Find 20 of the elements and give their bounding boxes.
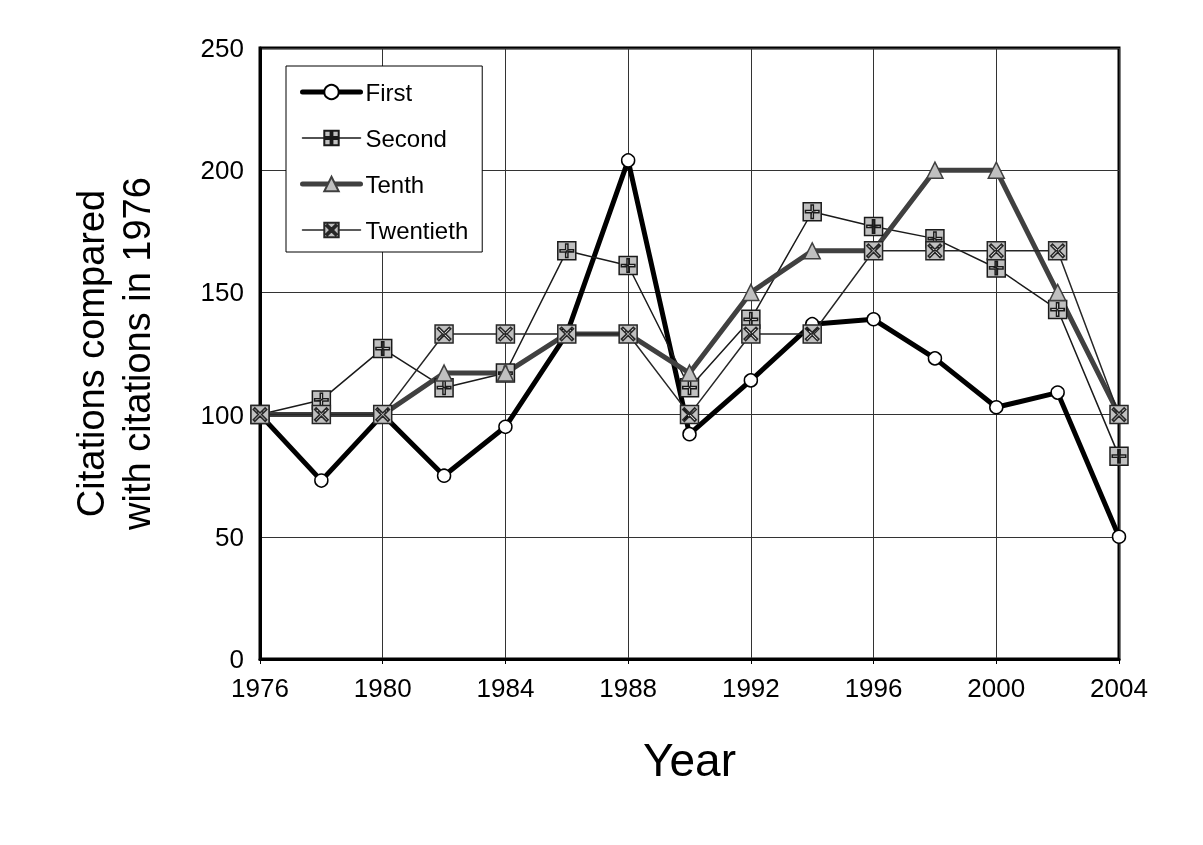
legend-label: Tenth	[365, 170, 425, 198]
x-tick-label: 1976	[231, 673, 289, 703]
x-tick-label: 2000	[967, 673, 1026, 703]
y-tick-label: 50	[215, 521, 244, 552]
y-axis-title: Citations compared with citations in 1976	[70, 177, 158, 531]
y-tick-label: 250	[200, 33, 244, 63]
x-tick-label: 2004	[1090, 673, 1148, 703]
x-tick-label: 1992	[721, 673, 780, 703]
y-tick-label: 100	[200, 399, 244, 430]
y-tick-label: 150	[200, 277, 244, 308]
x-tick-label: 1984	[476, 673, 535, 703]
y-tick-label: 0	[229, 644, 244, 674]
x-tick-label: 1996	[844, 673, 903, 703]
legend-label: Twentieth	[365, 216, 469, 244]
legend-label: First	[365, 78, 413, 106]
x-tick-label: 1988	[599, 673, 658, 703]
x-tick-label: 1980	[353, 673, 412, 703]
x-axis-title: Year	[643, 734, 736, 786]
y-tick-label: 200	[200, 155, 244, 186]
legend-label: Second	[365, 124, 447, 152]
